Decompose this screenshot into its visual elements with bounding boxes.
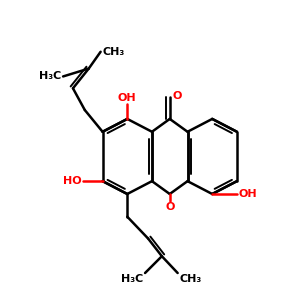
Text: OH: OH [239, 189, 257, 199]
Text: CH₃: CH₃ [180, 274, 202, 284]
Text: HO: HO [63, 176, 82, 186]
Text: OH: OH [118, 93, 136, 103]
Text: CH₃: CH₃ [103, 47, 125, 57]
Text: H₃C: H₃C [39, 71, 61, 82]
Text: O: O [173, 91, 182, 101]
Text: O: O [165, 202, 174, 212]
Text: H₃C: H₃C [121, 274, 143, 284]
